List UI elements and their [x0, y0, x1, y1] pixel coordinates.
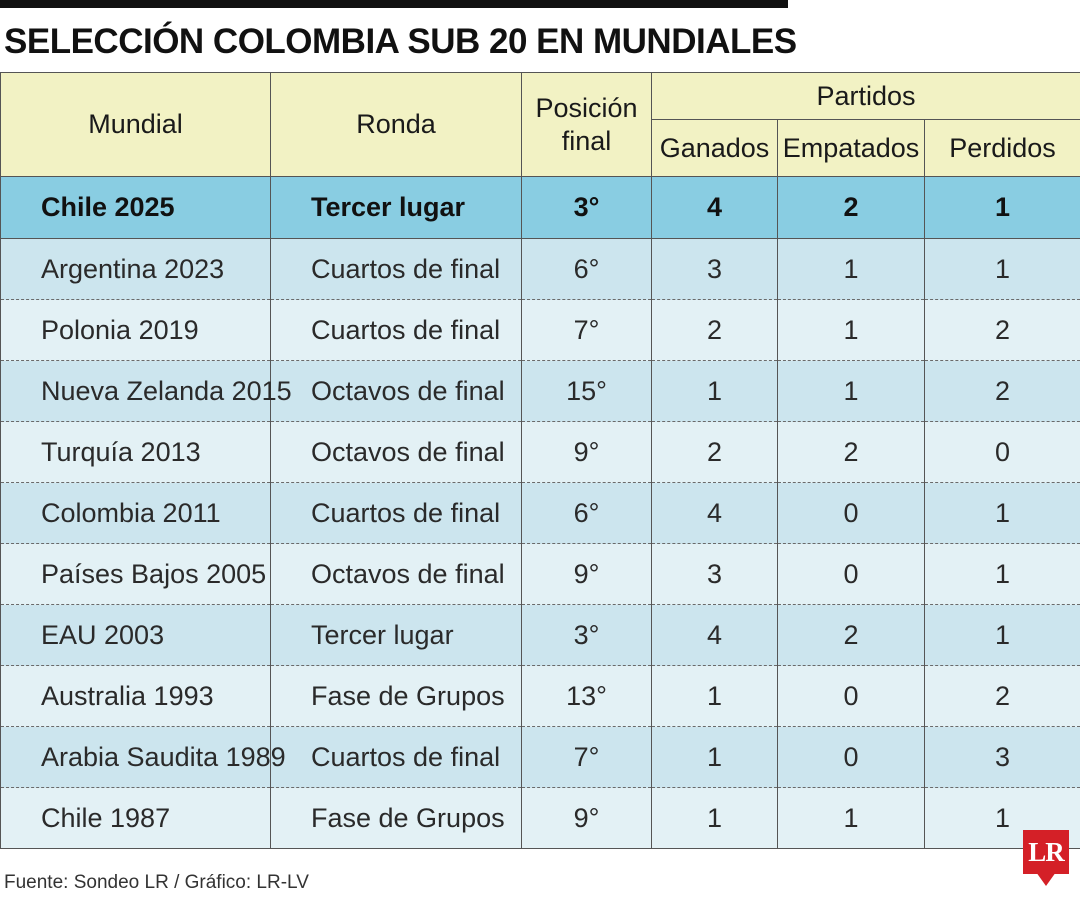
empatados-cell: 0	[777, 726, 925, 788]
posicion-cell: 9°	[521, 543, 652, 605]
empatados-cell: 1	[777, 360, 925, 422]
mundial-cell: Polonia 2019	[0, 299, 271, 361]
lr-logo: LR	[1023, 830, 1069, 874]
table-header: Mundial Ronda Posición final Partidos Ga…	[0, 72, 1080, 177]
posicion-cell: 9°	[521, 787, 652, 849]
ronda-cell: Fase de Grupos	[270, 665, 522, 727]
header-posicion-line1: Posición	[535, 93, 638, 124]
ganados-cell: 1	[651, 665, 778, 727]
header-mundial: Mundial	[0, 72, 271, 177]
posicion-cell: 6°	[521, 482, 652, 544]
table-row: Colombia 2011 Cuartos de final 6° 4 0 1	[0, 482, 1080, 544]
mundial-cell: Nueva Zelanda 2015	[0, 360, 292, 422]
empatados-cell: 1	[777, 238, 925, 300]
mundial-cell: EAU 2003	[0, 604, 271, 666]
empatados-cell: 0	[777, 482, 925, 544]
ganados-cell: 1	[651, 360, 778, 422]
ronda-cell: Cuartos de final	[270, 482, 522, 544]
mundial-cell: Países Bajos 2005	[0, 543, 271, 605]
header-empatados: Empatados	[777, 119, 925, 177]
ganados-cell: 1	[651, 787, 778, 849]
ronda-cell: Octavos de final	[270, 543, 522, 605]
table-row: Argentina 2023 Cuartos de final 6° 3 1 1	[0, 238, 1080, 300]
perdidos-cell: 1	[923, 543, 1080, 605]
results-table: Mundial Ronda Posición final Partidos Ga…	[0, 72, 1080, 849]
ganados-cell: 1	[651, 726, 778, 788]
posicion-cell: 7°	[521, 299, 652, 361]
ronda-cell: Cuartos de final	[270, 726, 522, 788]
empatados-cell: 0	[777, 543, 925, 605]
empatados-cell: 1	[777, 787, 925, 849]
ganados-cell: 4	[651, 482, 778, 544]
perdidos-cell: 1	[923, 176, 1080, 239]
ronda-cell: Octavos de final	[270, 421, 522, 483]
mundial-cell: Chile 1987	[0, 787, 271, 849]
mundial-cell: Turquía 2013	[0, 421, 271, 483]
empatados-cell: 2	[777, 604, 925, 666]
ganados-cell: 2	[651, 421, 778, 483]
perdidos-cell: 1	[923, 604, 1080, 666]
header-partidos: Partidos	[650, 72, 1080, 120]
posicion-cell: 7°	[521, 726, 652, 788]
perdidos-cell: 2	[923, 299, 1080, 361]
mundial-cell: Chile 2025	[0, 176, 271, 239]
table-row: Países Bajos 2005 Octavos de final 9° 3 0 1	[0, 543, 1080, 605]
mundial-cell: Australia 1993	[0, 665, 271, 727]
posicion-cell: 6°	[521, 238, 652, 300]
table-row: Arabia Saudita 1989 Cuartos de final 7° 1 0 3	[0, 726, 1080, 788]
ganados-cell: 4	[651, 176, 778, 239]
perdidos-cell: 1	[923, 787, 1080, 849]
header-posicion-line2: final	[561, 125, 612, 156]
lr-logo-tail	[1036, 872, 1056, 886]
perdidos-cell: 1	[923, 238, 1080, 300]
table-row: Polonia 2019 Cuartos de final 7° 2 1 2	[0, 299, 1080, 361]
table-row: Nueva Zelanda 2015 Octavos de final 15° 1 1 2	[0, 360, 1080, 422]
empatados-cell: 2	[777, 421, 925, 483]
ronda-cell: Octavos de final	[270, 360, 522, 422]
ronda-cell: Fase de Grupos	[270, 787, 522, 849]
posicion-cell: 13°	[521, 665, 652, 727]
ronda-cell: Tercer lugar	[270, 604, 522, 666]
ganados-cell: 2	[651, 299, 778, 361]
ganados-cell: 4	[651, 604, 778, 666]
perdidos-cell: 0	[923, 421, 1080, 483]
empatados-cell: 1	[777, 299, 925, 361]
header-posicion: Posición final	[521, 72, 652, 177]
posicion-cell: 15°	[521, 360, 652, 422]
chart-title: SELECCIÓN COLOMBIA SUB 20 EN MUNDIALES	[4, 22, 797, 61]
perdidos-cell: 3	[923, 726, 1080, 788]
top-rule	[0, 0, 788, 8]
header-ganados: Ganados	[651, 119, 778, 177]
perdidos-cell: 2	[923, 665, 1080, 727]
header-ronda: Ronda	[270, 72, 522, 177]
table-row: Australia 1993 Fase de Grupos 13° 1 0 2	[0, 665, 1080, 727]
header-perdidos: Perdidos	[923, 119, 1080, 177]
table-row: Turquía 2013 Octavos de final 9° 2 2 0	[0, 421, 1080, 483]
mundial-cell: Colombia 2011	[0, 482, 271, 544]
posicion-cell: 3°	[521, 604, 652, 666]
table-body: Chile 2025 Tercer lugar 3° 4 2 1 Argentina 202…	[0, 176, 1080, 849]
results-table-container: Mundial Ronda Posición final Partidos Ga…	[0, 72, 1080, 849]
mundial-cell: Arabia Saudita 1989	[0, 726, 286, 788]
posicion-cell: 9°	[521, 421, 652, 483]
mundial-cell: Argentina 2023	[0, 238, 271, 300]
empatados-cell: 2	[777, 176, 925, 239]
ronda-cell: Cuartos de final	[270, 238, 522, 300]
posicion-cell: 3°	[521, 176, 652, 239]
perdidos-cell: 2	[923, 360, 1080, 422]
ronda-cell: Cuartos de final	[270, 299, 522, 361]
source-note: Fuente: Sondeo LR / Gráfico: LR-LV	[4, 872, 309, 893]
perdidos-cell: 1	[923, 482, 1080, 544]
table-row-highlight: Chile 2025 Tercer lugar 3° 4 2 1	[0, 176, 1080, 239]
ganados-cell: 3	[651, 543, 778, 605]
table-row: EAU 2003 Tercer lugar 3° 4 2 1	[0, 604, 1080, 666]
empatados-cell: 0	[777, 665, 925, 727]
ronda-cell: Tercer lugar	[270, 176, 522, 239]
ganados-cell: 3	[651, 238, 778, 300]
table-row: Chile 1987 Fase de Grupos 9° 1 1 1	[0, 787, 1080, 849]
